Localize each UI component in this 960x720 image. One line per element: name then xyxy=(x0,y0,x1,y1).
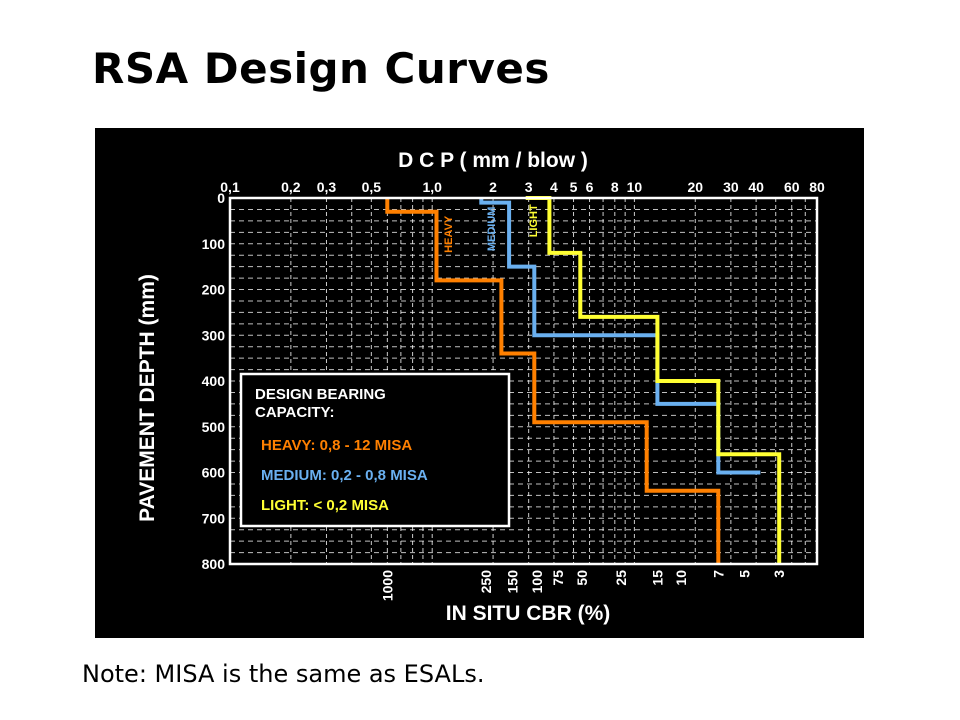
y-tick-label: 100 xyxy=(202,236,226,252)
bottom-tick-labels: 1000 250 150 100 75 50 25 15 10 7 5 3 xyxy=(379,570,787,601)
y-tick-label: 500 xyxy=(202,419,226,435)
y-tick-label: 300 xyxy=(202,327,226,343)
top-tick-label: 30 xyxy=(723,179,739,195)
top-tick-label: 4 xyxy=(550,179,558,195)
top-tick-label: 0,3 xyxy=(317,179,337,195)
bottom-tick-label: 1000 xyxy=(379,570,395,601)
bottom-tick-label: 10 xyxy=(673,570,689,586)
bottom-tick-label: 25 xyxy=(613,570,629,586)
series-line-light xyxy=(525,196,782,564)
top-tick-label: 3 xyxy=(525,179,533,195)
series-label-medium: MEDIUM xyxy=(486,207,498,252)
chart-panel: D C P ( mm / blow ) 0,1 0,2 0,3 0,5 1,0 2 3 4 5 6… xyxy=(95,128,864,638)
y-tick-label: 0 xyxy=(217,190,225,206)
top-tick-label: 10 xyxy=(627,179,643,195)
legend-heading-line2: CAPACITY: xyxy=(255,404,334,421)
series-line-heavy xyxy=(385,198,721,564)
y-tick-label: 600 xyxy=(202,465,226,481)
legend-item-medium: MEDIUM: 0,2 - 0,8 MISA xyxy=(261,467,428,484)
y-tick-label: 700 xyxy=(202,510,226,526)
series-label-heavy: HEAVY xyxy=(443,215,455,253)
bottom-tick-label: 5 xyxy=(736,570,752,578)
bottom-tick-label: 15 xyxy=(649,570,665,586)
series-lines: HEAVY MEDIUM LIGHT xyxy=(385,196,782,564)
slide-note: Note: MISA is the same as ESALs. xyxy=(82,660,485,688)
legend-heading-line1: DESIGN BEARING xyxy=(255,386,386,403)
bottom-tick-label: 75 xyxy=(550,570,566,586)
bottom-tick-label: 7 xyxy=(710,570,726,578)
y-tick-label: 800 xyxy=(202,556,226,572)
bottom-tick-label: 50 xyxy=(574,570,590,586)
top-tick-label: 40 xyxy=(748,179,764,195)
top-tick-label: 2 xyxy=(489,179,497,195)
legend-frame xyxy=(239,372,511,528)
y-tick-labels: 0 100 200 300 400 500 600 700 800 xyxy=(202,190,226,572)
top-tick-label: 20 xyxy=(687,179,703,195)
y-tick-label: 400 xyxy=(202,373,226,389)
dcp-design-chart: D C P ( mm / blow ) 0,1 0,2 0,3 0,5 1,0 2 3 4 5 6… xyxy=(136,149,825,625)
top-tick-label: 60 xyxy=(784,179,800,195)
legend-box: DESIGN BEARING CAPACITY: HEAVY: 0,8 - 12… xyxy=(239,372,511,528)
y-axis-label: PAVEMENT DEPTH (mm) xyxy=(136,274,159,522)
legend-item-heavy: HEAVY: 0,8 - 12 MISA xyxy=(261,437,412,454)
y-tick-label: 200 xyxy=(202,282,226,298)
top-tick-label: 6 xyxy=(586,179,594,195)
top-tick-label: 0,2 xyxy=(281,179,301,195)
legend-item-light: LIGHT: < 0,2 MISA xyxy=(261,497,389,514)
bottom-tick-label: 250 xyxy=(478,570,494,594)
x-axis-label: IN SITU CBR (%) xyxy=(446,602,611,625)
top-tick-label: 0,1 xyxy=(220,179,240,195)
top-tick-label: 8 xyxy=(611,179,619,195)
top-tick-label: 1,0 xyxy=(422,179,442,195)
bottom-tick-label: 150 xyxy=(505,570,521,594)
plot-frame xyxy=(228,196,819,566)
bottom-tick-label: 3 xyxy=(771,570,787,578)
series-label-light: LIGHT xyxy=(528,204,540,237)
top-tick-labels: 0,1 0,2 0,3 0,5 1,0 2 3 4 5 6 8 10 20 30 40 60 80 xyxy=(220,179,825,195)
chart-title: D C P ( mm / blow ) xyxy=(398,149,588,172)
top-tick-label: 5 xyxy=(570,179,578,195)
slide-title: RSA Design Curves xyxy=(92,44,550,93)
top-tick-label: 80 xyxy=(809,179,825,195)
top-tick-label: 0,5 xyxy=(362,179,382,195)
bottom-tick-label: 100 xyxy=(529,570,545,594)
